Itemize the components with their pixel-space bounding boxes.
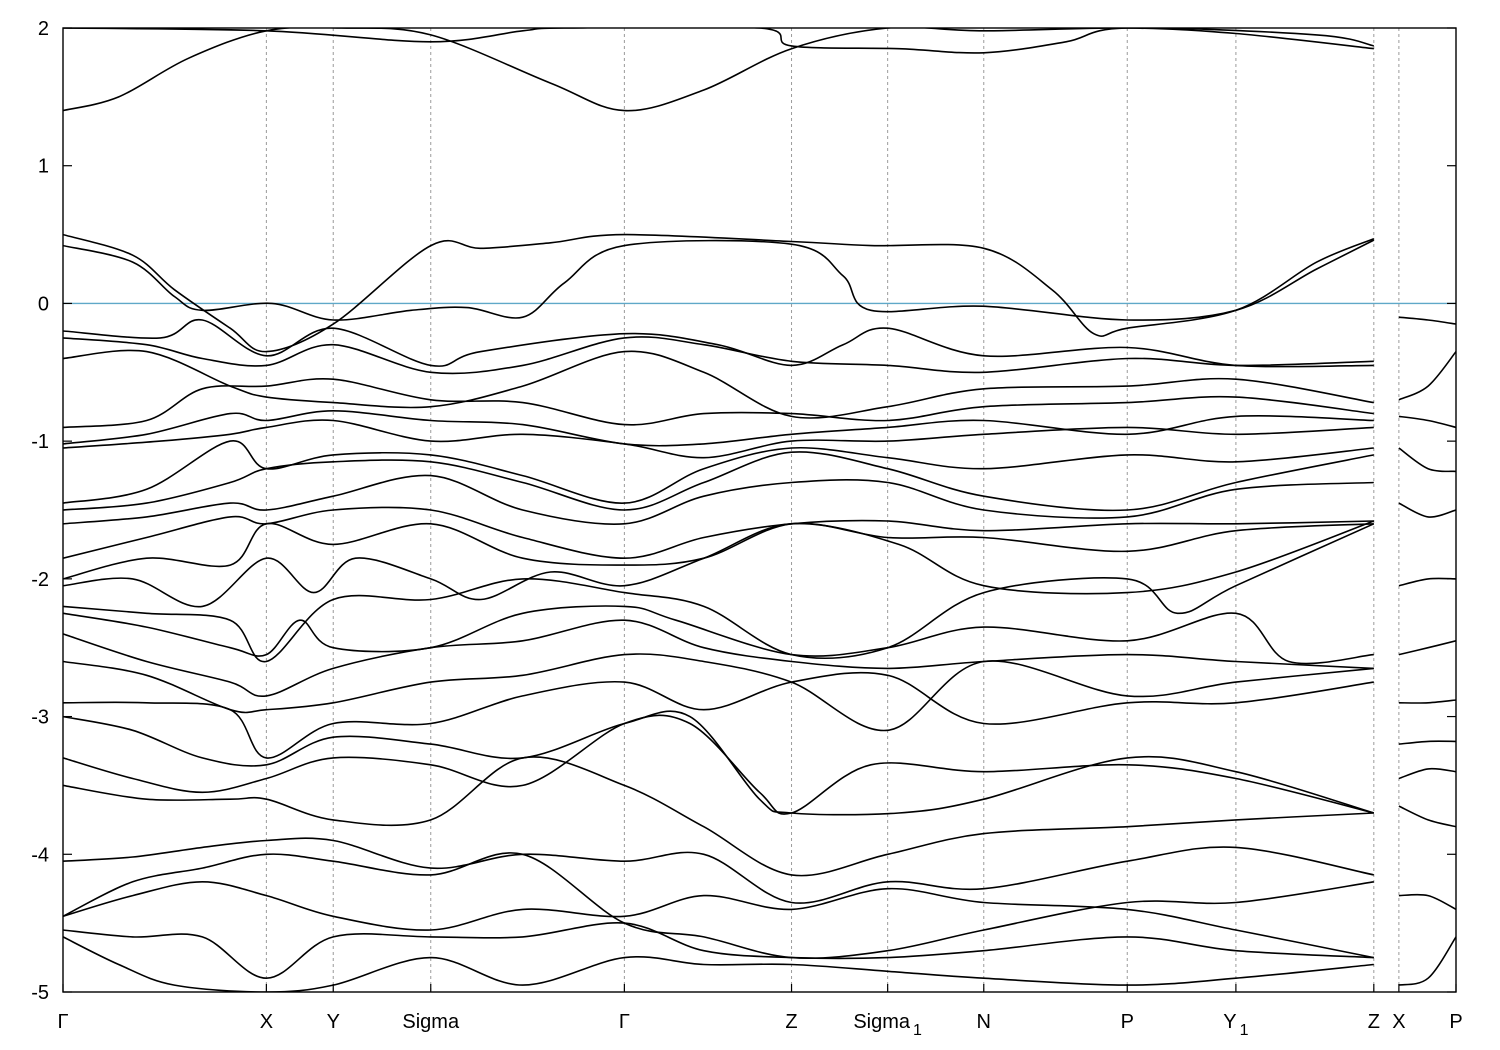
plot-frame <box>62 27 1457 993</box>
band-line-18 <box>63 619 1374 698</box>
band-line-25 <box>63 852 1374 960</box>
x-tick-label-0: Γ <box>57 1011 68 1033</box>
band-line-33 <box>1398 502 1456 518</box>
band-line-39 <box>1398 805 1456 828</box>
band-line-12 <box>63 474 1374 525</box>
band-line-5 <box>63 336 1374 375</box>
x-tick-label-12: P <box>1449 1011 1462 1033</box>
band-line-37 <box>1398 740 1456 745</box>
y-tick-label-2: 0 <box>38 293 49 315</box>
band-series <box>63 28 1456 992</box>
x-axis: Γ X Y Sigma Γ Z Sigma 1 N P Y 1 Z X P <box>57 984 1463 1039</box>
band-line-9 <box>63 419 1374 459</box>
y-tick-label-0: 2 <box>38 18 49 40</box>
band-line-26 <box>63 880 1374 959</box>
band-line-4 <box>63 319 1374 368</box>
x-tick-label-8: P <box>1121 1011 1134 1033</box>
x-tick-label-5: Z <box>785 1011 797 1033</box>
x-tick-label-4: Γ <box>619 1011 630 1033</box>
band-line-30 <box>1398 351 1456 401</box>
band-line-2 <box>63 233 1375 353</box>
band-line-38 <box>1398 767 1456 780</box>
band-line-19 <box>63 653 1374 732</box>
y-axis: 2 1 0 -1 -2 -3 -4 -5 <box>31 18 1456 1004</box>
band-line-7 <box>63 377 1374 429</box>
band-line-15 <box>63 520 1375 608</box>
x-tick-label-6: Sigma 1 <box>853 1011 922 1039</box>
y-tick-label-3: -1 <box>31 431 49 453</box>
y-tick-label-6: -4 <box>31 844 49 866</box>
y-tick-label-1: 1 <box>38 156 49 178</box>
band-line-35 <box>1398 640 1456 656</box>
x-tick-subscript-9: 1 <box>1240 1022 1249 1039</box>
band-line-27 <box>63 922 1374 980</box>
x-tick-label-11: X <box>1392 1011 1405 1033</box>
band-line-40 <box>1398 893 1456 911</box>
y-tick-label-7: -5 <box>31 982 49 1004</box>
band-line-34 <box>1398 577 1456 587</box>
band-line-41 <box>1398 936 1456 986</box>
band-line-17 <box>63 605 1374 665</box>
band-line-13 <box>63 506 1374 560</box>
y-tick-label-4: -2 <box>31 569 49 591</box>
band-line-29 <box>1398 316 1456 325</box>
x-tick-label-10: Z <box>1368 1011 1380 1033</box>
x-tick-subscript-6: 1 <box>913 1022 922 1039</box>
band-line-31 <box>1398 415 1456 429</box>
band-line-0 <box>63 28 1374 112</box>
band-line-36 <box>1398 699 1456 704</box>
band-line-8 <box>63 409 1374 447</box>
band-line-11 <box>63 451 1374 512</box>
band-line-10 <box>63 440 1374 504</box>
y-tick-label-5: -3 <box>31 707 49 729</box>
band-line-32 <box>1398 447 1456 473</box>
band-line-21 <box>63 710 1375 816</box>
band-line-1 <box>63 28 1374 54</box>
x-tick-label-2: Y <box>327 1011 340 1033</box>
x-tick-label-1: X <box>260 1011 273 1033</box>
band-line-14 <box>63 522 1374 580</box>
band-line-6 <box>63 349 1374 419</box>
band-line-20 <box>63 671 1374 759</box>
band-line-24 <box>63 837 1374 904</box>
band-line-28 <box>63 936 1374 992</box>
x-tick-label-7: N <box>977 1011 991 1033</box>
band-line-3 <box>63 239 1375 321</box>
x-tick-label-3: Sigma <box>402 1011 460 1033</box>
band-line-22 <box>63 714 1374 815</box>
band-line-16 <box>63 523 1375 663</box>
band-line-23 <box>63 756 1374 877</box>
